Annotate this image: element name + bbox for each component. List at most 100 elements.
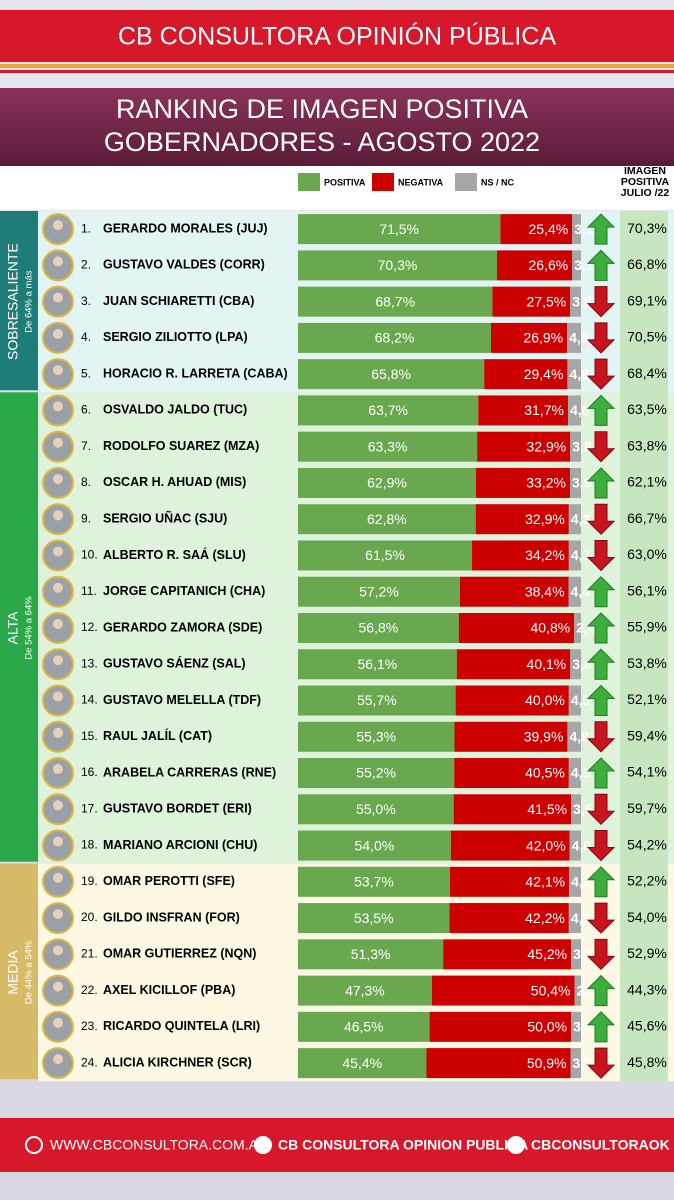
legend-label: POSITIVA [324, 177, 366, 187]
bar-segment [426, 1048, 571, 1079]
category-label: ALBERTO R. SAÁ (SLU) [103, 547, 246, 562]
category-label: OMAR GUTIERREZ (NQN) [103, 947, 256, 961]
trend-arrow [586, 902, 616, 934]
bar-segment [298, 939, 444, 970]
trend-arrow [586, 213, 616, 245]
bar-segment [568, 903, 581, 934]
bar-segment [568, 758, 581, 789]
rank: 9. [81, 511, 91, 525]
bar-segment [298, 286, 493, 317]
category-label: GUSTAVO VALDES (CORR) [103, 258, 265, 272]
header-stripe [0, 64, 674, 68]
trend-arrow [586, 249, 616, 281]
category-label: ARABELA CARRERAS (RNE) [103, 765, 276, 779]
value-label: 38,4% [525, 583, 565, 599]
bar-segment [449, 866, 570, 897]
value-label: 55,0% [356, 801, 396, 817]
bar-segment [476, 467, 570, 498]
bar-segment [298, 322, 492, 353]
value-label: 3,8 [572, 656, 592, 672]
avatar-head [53, 836, 63, 847]
avatar-head [53, 365, 63, 376]
value-label: 71,5% [379, 221, 419, 237]
value-label: 40,0% [525, 692, 565, 708]
value-label: 4,3 [571, 547, 591, 563]
trend-arrow [586, 757, 616, 789]
category-label: AXEL KICILLOF (PBA) [103, 983, 235, 997]
rank: 19. [81, 874, 98, 888]
avatar-head [53, 909, 63, 920]
trend-arrow [586, 503, 616, 535]
value-label: 50,4% [531, 982, 571, 998]
category-label: RODOLFO SUAREZ (MZA) [103, 439, 259, 453]
rank: 17. [81, 801, 98, 815]
group-name: MEDIA [5, 950, 21, 995]
avatar-head [53, 1017, 63, 1028]
value-label: 63,3% [368, 438, 408, 454]
trend-arrow [586, 576, 616, 608]
category-label: GERARDO ZAMORA (SDE) [103, 620, 262, 634]
rank: 6. [81, 403, 91, 417]
category-label: GERARDO MORALES (JUJ) [103, 221, 268, 235]
previous-value: 59,4% [627, 727, 667, 743]
previous-value: 55,9% [627, 619, 667, 635]
bar-segment [298, 794, 454, 825]
bar-segment [454, 721, 568, 752]
value-label: 51,3% [351, 946, 391, 962]
value-label: 54,0% [355, 837, 395, 853]
bar-segment [298, 1048, 427, 1079]
avatar-head [53, 546, 63, 557]
avatar-head [53, 401, 63, 412]
value-label: 4,8 [569, 366, 589, 382]
bar-segment [298, 467, 477, 498]
value-label: 62,9% [367, 475, 407, 491]
bar-segment [569, 467, 581, 498]
header-stripe [0, 70, 674, 73]
avatar-head [53, 691, 63, 702]
bar-segment [450, 830, 570, 861]
bar-segment [298, 830, 451, 861]
rank: 11. [81, 584, 97, 598]
bar-segment [298, 721, 455, 752]
bar-segment [429, 1011, 572, 1042]
value-label: 3,1 [574, 221, 594, 237]
web-icon [25, 1136, 43, 1154]
value-label: 4,4 [571, 583, 591, 599]
avatar-head [53, 872, 63, 883]
bar-segment [569, 866, 581, 897]
value-label: 3,5 [573, 801, 593, 817]
value-label: 57,2% [359, 583, 399, 599]
previous-value: 66,7% [627, 510, 667, 526]
chart-title: RANKING DE IMAGEN POSITIVA [116, 94, 528, 124]
bar-segment [569, 830, 581, 861]
previous-value: 63,8% [627, 437, 667, 453]
trend-arrow [586, 431, 616, 463]
bar-segment [453, 794, 572, 825]
bar-segment [574, 612, 581, 643]
group-strip [0, 863, 38, 1080]
bar-segment [475, 504, 569, 535]
bar-segment [298, 1011, 430, 1042]
value-label: 53,7% [354, 874, 394, 890]
value-label: 4,3 [571, 692, 591, 708]
bar-segment [443, 939, 572, 970]
previous-value: 52,2% [627, 873, 667, 889]
rank: 5. [81, 366, 91, 380]
value-label: 47,3% [345, 982, 385, 998]
rank: 4. [81, 330, 91, 344]
value-label: 63,7% [368, 402, 408, 418]
value-label: 42,2% [525, 910, 565, 926]
value-label: 68,7% [375, 293, 415, 309]
value-label: 33,2% [526, 475, 566, 491]
bar-segment [571, 794, 581, 825]
value-label: 34,2% [525, 547, 565, 563]
value-label: 65,8% [371, 366, 411, 382]
value-label: 55,2% [356, 765, 396, 781]
category-label: SERGIO ZILIOTTO (LPA) [103, 330, 248, 344]
previous-value: 56,1% [627, 582, 667, 598]
trend-arrow [586, 612, 616, 644]
trend-arrow [586, 974, 616, 1007]
avatar-head [53, 510, 63, 521]
previous-value: 70,3% [627, 220, 667, 236]
